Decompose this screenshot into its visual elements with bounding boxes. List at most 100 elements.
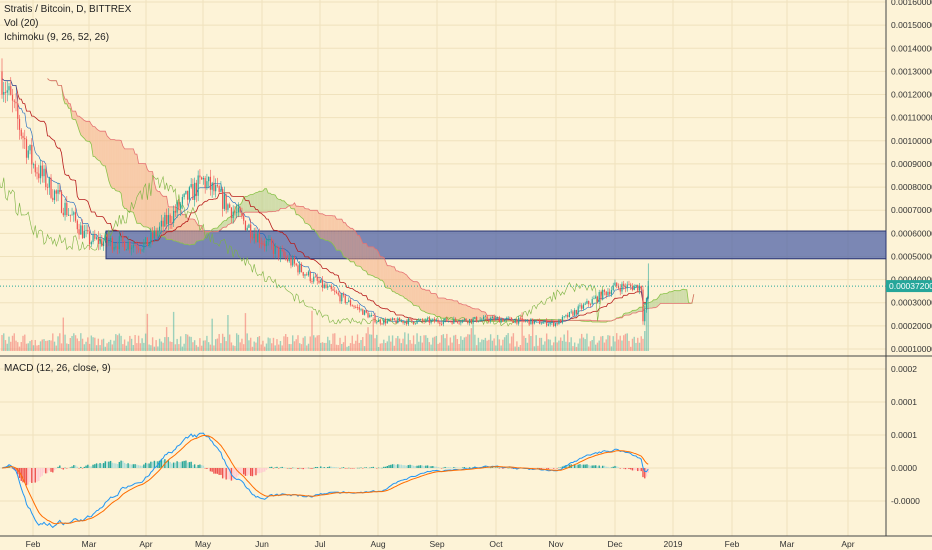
cloud-segment [443, 298, 446, 319]
candle-body [407, 318, 409, 325]
macd-tick-label: 0.0001 [891, 430, 917, 440]
volume-bar [160, 341, 163, 351]
macd-histogram-bar [300, 468, 303, 469]
volume-bar [635, 342, 637, 351]
volume-bar [27, 343, 29, 351]
candle-body [316, 276, 318, 281]
candle-body [66, 202, 68, 216]
macd-histogram-bar [503, 468, 506, 469]
macd-histogram-bar [418, 465, 420, 468]
volume-bar [178, 344, 180, 351]
volume-bar [426, 337, 429, 351]
candle-body [398, 318, 401, 322]
macd-histogram-bar [144, 462, 147, 468]
volume-legend: Vol (20) [4, 18, 39, 29]
volume-bar [381, 343, 383, 351]
candle-body [15, 101, 17, 104]
cloud-segment [87, 121, 90, 142]
candle-body [13, 100, 15, 102]
macd-histogram-bar [232, 468, 234, 480]
candle-body [166, 214, 168, 225]
macd-histogram-bar [558, 467, 560, 469]
volume-bar [374, 338, 376, 351]
candle-body [43, 168, 45, 177]
volume-bar [456, 338, 459, 351]
cloud-segment [154, 182, 157, 233]
macd-histogram-bar [498, 468, 501, 469]
volume-bar [321, 342, 324, 351]
macd-histogram-bar [11, 468, 14, 469]
macd-histogram-bar [306, 468, 308, 469]
volume-bar [405, 344, 408, 351]
candle-body [589, 304, 592, 305]
volume-bar [330, 343, 332, 351]
candle-body [561, 316, 564, 323]
volume-bar [419, 335, 422, 351]
candle-body [453, 318, 455, 324]
volume-bar [167, 337, 170, 351]
price-tick-label: 0.00060000 [891, 228, 932, 238]
candle-body [148, 242, 150, 247]
candle-body [300, 264, 303, 273]
cloud-segment [185, 214, 188, 245]
macd-histogram-bar [309, 468, 311, 469]
candle-body [465, 318, 467, 322]
cloud-segment [678, 290, 680, 304]
cloud-segment [348, 226, 351, 262]
time-tick-label: Jul [315, 539, 326, 549]
candle-body [206, 181, 208, 188]
macd-histogram-bar [111, 462, 114, 468]
cloud-segment [245, 196, 248, 213]
candle-body [220, 189, 222, 192]
volume-bar [565, 341, 567, 351]
candle-body [67, 214, 70, 216]
cloud-segment [446, 299, 449, 318]
candle-body [570, 311, 572, 313]
volume-bar [150, 345, 152, 351]
cloud-segment [324, 214, 326, 241]
volume-bar [421, 342, 424, 351]
volume-bar [101, 339, 103, 351]
macd-histogram-bar [115, 463, 117, 468]
macd-histogram-bar [206, 468, 208, 469]
candle-body [174, 210, 176, 213]
cloud-segment [368, 246, 370, 275]
macd-histogram-bar [500, 468, 502, 469]
volume-bar [242, 344, 245, 351]
candle-body [334, 290, 336, 292]
volume-bar [619, 335, 621, 351]
volume-bar [125, 345, 128, 351]
volume-bar [593, 336, 595, 351]
cloud-segment [399, 272, 402, 296]
candle-body [607, 291, 609, 296]
candle-body [525, 320, 527, 322]
macd-histogram-bar [76, 466, 79, 468]
macd-histogram-bar [46, 468, 49, 474]
price-tick-label: 0.00020000 [891, 321, 932, 331]
candle-body [183, 193, 185, 198]
candle-body [167, 215, 169, 225]
cloud-segment [114, 139, 116, 191]
volume-bar [531, 320, 534, 351]
volume-bar [136, 343, 138, 351]
macd-histogram-bar [428, 466, 431, 468]
macd-histogram-bar [209, 468, 212, 472]
candle-body [444, 318, 446, 321]
time-tick-label: May [195, 539, 212, 549]
macd-histogram-bar [432, 466, 434, 468]
candle-body [325, 284, 327, 288]
volume-bar [623, 335, 625, 351]
macd-histogram-bar [624, 468, 627, 470]
candle-body [470, 318, 472, 323]
candle-body [547, 324, 550, 326]
macd-histogram-bar [80, 466, 82, 468]
candle-body [507, 317, 509, 319]
candle-body [120, 235, 122, 237]
macd-histogram-bar [183, 460, 185, 468]
volume-bar [423, 335, 425, 351]
macd-histogram-bar [605, 466, 607, 468]
volume-bar [225, 341, 227, 351]
macd-histogram-bar [50, 468, 52, 472]
cloud-segment [157, 191, 160, 237]
volume-bar [570, 337, 572, 351]
